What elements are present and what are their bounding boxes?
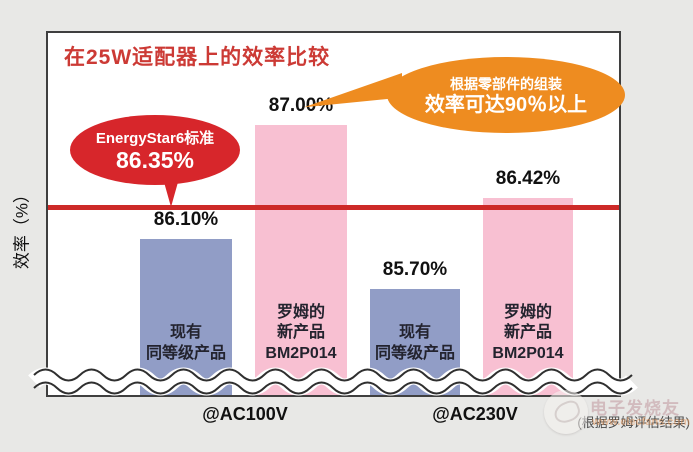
energystar-value: 86.35% — [115, 147, 194, 174]
elecfans-logo-icon — [544, 390, 588, 434]
bar-rohm-bm2p014-ac100v: 罗姆的 新产品 BM2P014 — [255, 125, 347, 395]
bar-category-label: 现有 同等级产品 — [145, 324, 226, 363]
x-label-ac100v: @AC100V — [202, 404, 288, 424]
watermark-site: www.elecfans.com — [592, 416, 691, 428]
bar-category-label: 罗姆的 新产品 BM2P014 — [265, 303, 337, 363]
energystar-bubble-tail — [162, 175, 180, 207]
component-callout-bubble: 根据零部件的组装 效率可达90％以上 — [387, 57, 625, 133]
bar-rohm-bm2p014-ac230v: 罗姆的 新产品 BM2P014 — [483, 198, 573, 395]
bar-value-label: 87.00% — [268, 95, 334, 116]
x-label-ac230v: @AC230V — [432, 404, 518, 424]
energystar-callout-bubble: EnergyStar6标准 86.35% — [70, 115, 240, 185]
bar-value-label: 86.10% — [153, 209, 219, 230]
bar-group-ac100v-rohm: 87.00% 罗姆的 新产品 BM2P014 — [255, 33, 347, 395]
chart-title: 在25W适配器上的效率比较 — [64, 46, 331, 69]
y-axis-label: 效率（%） — [12, 185, 32, 270]
bar-value-label: 85.70% — [382, 259, 448, 280]
bar-category-label: 现有 同等级产品 — [374, 324, 455, 363]
watermark: 电子发烧友 www.elecfans.com — [528, 386, 693, 446]
bar-category-label: 罗姆的 新产品 BM2P014 — [492, 303, 564, 363]
callout-line1: 根据零部件的组装 — [450, 75, 562, 92]
bar-value-label: 86.42% — [495, 168, 561, 189]
plot-area: 在25W适配器上的效率比较 86.10% 现有 同等级产品 87.00% 罗姆的… — [46, 31, 621, 397]
callout-line2: 效率可达90％以上 — [424, 93, 588, 116]
watermark-brand: 电子发烧友 — [590, 399, 680, 418]
bar-group-ac230v-rohm: 86.42% 罗姆的 新产品 BM2P014 — [483, 33, 573, 395]
bar-group-ac100v-existing: 86.10% 现有 同等级产品 — [140, 33, 232, 395]
bar-existing-ac230v: 现有 同等级产品 — [370, 289, 460, 395]
bar-existing-ac100v: 现有 同等级产品 — [140, 239, 232, 395]
source-note: (根据罗姆评估结果) — [577, 415, 690, 430]
energystar-reference-line — [48, 205, 619, 210]
energystar-label: EnergyStar6标准 — [95, 130, 215, 148]
